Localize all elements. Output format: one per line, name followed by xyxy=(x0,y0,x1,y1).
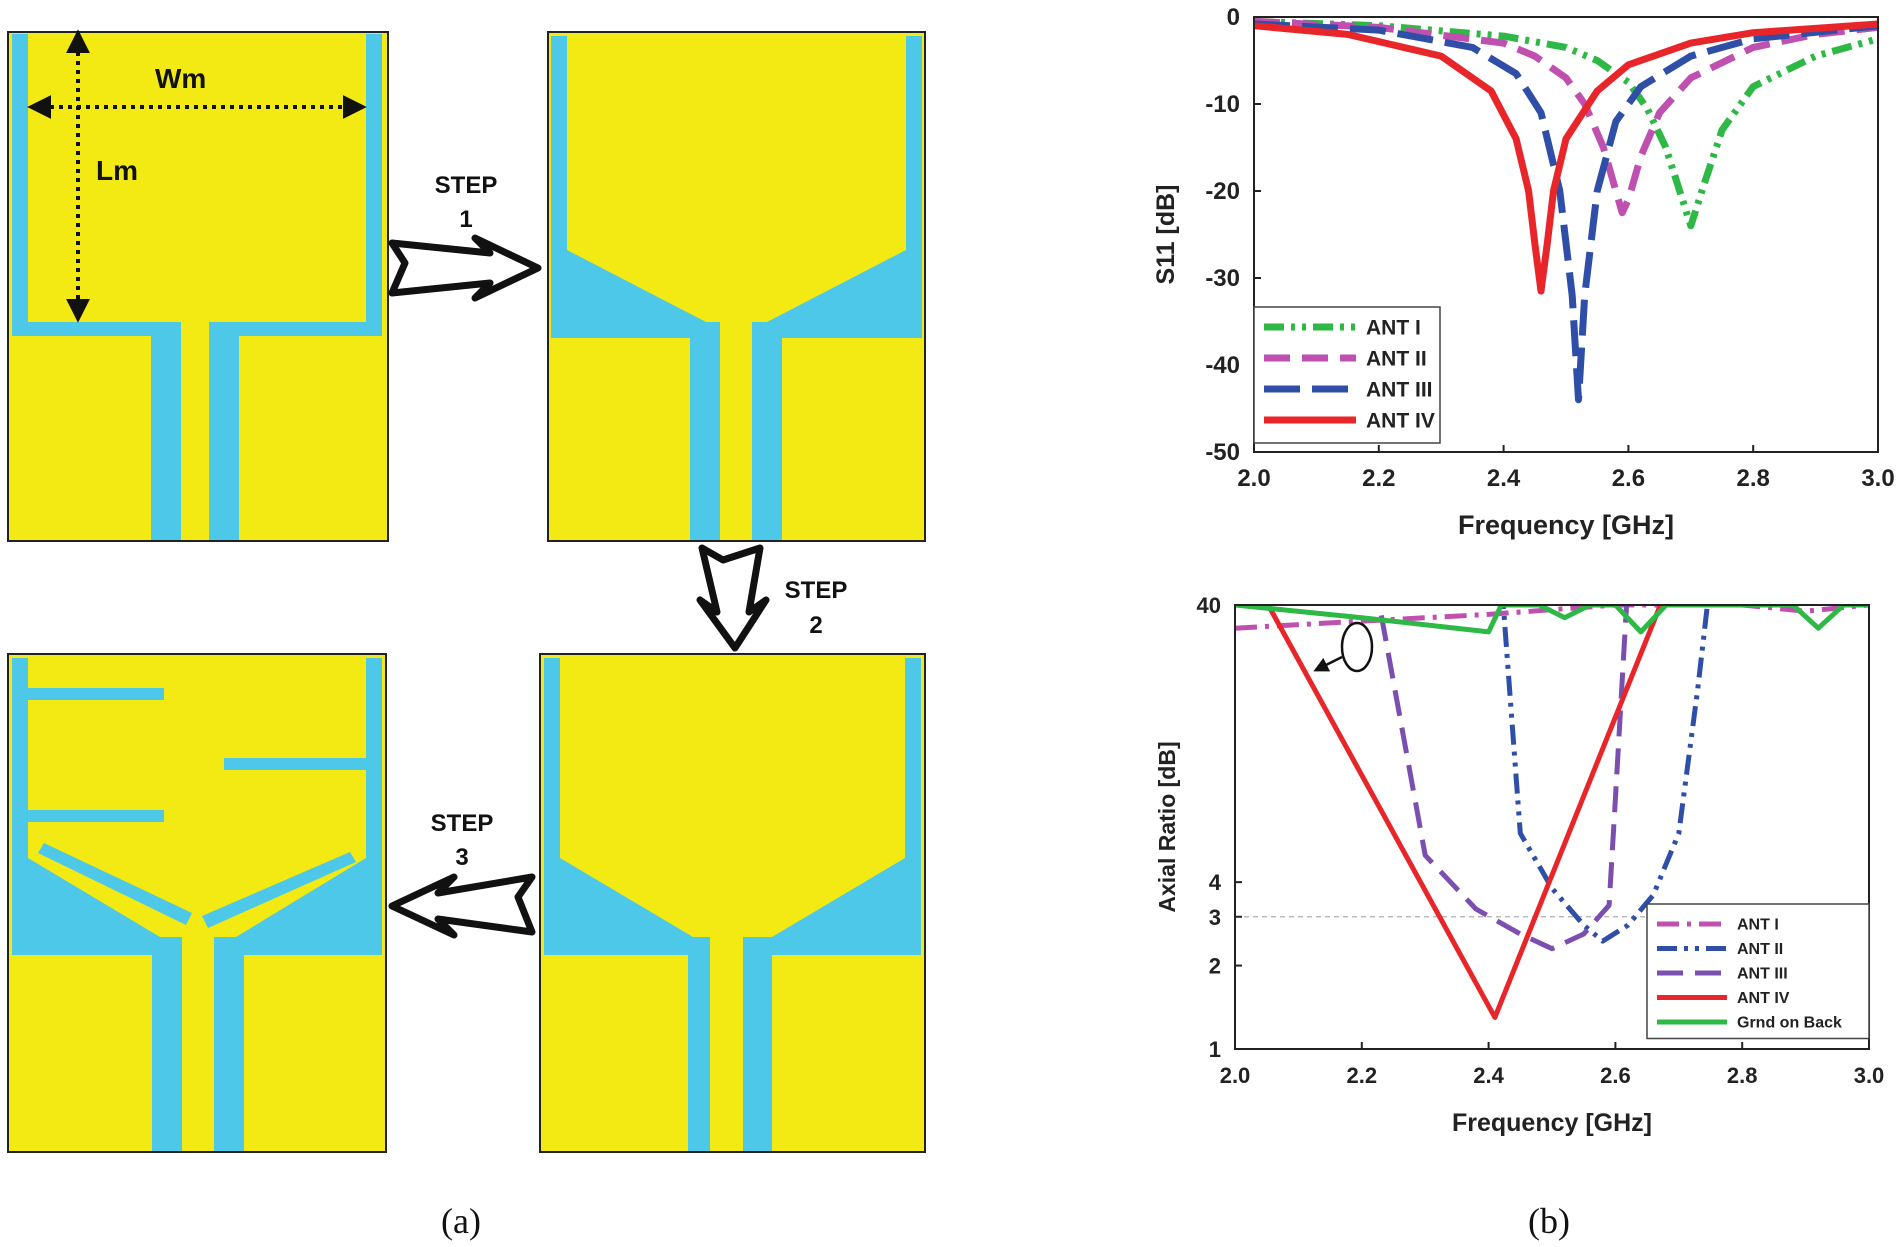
y-tick-label: 2 xyxy=(1209,954,1221,979)
antenna-design-2 xyxy=(547,31,926,542)
legend-label: ANT IV xyxy=(1366,409,1435,432)
annotation-ellipse xyxy=(1340,621,1374,673)
legend-label: ANT I xyxy=(1366,316,1421,339)
y-tick-label: 4 xyxy=(1209,870,1222,895)
x-tick-label: 2.0 xyxy=(1220,1063,1251,1088)
series-line-2 xyxy=(1254,17,1878,217)
series-line-1 xyxy=(1235,605,1869,631)
legend-label: ANT IV xyxy=(1737,990,1790,1007)
y-tick-label: 0 xyxy=(1227,4,1240,31)
y-axis-label: S11 [dB] xyxy=(1152,184,1180,284)
x-tick-label: 2.6 xyxy=(1600,1063,1631,1088)
plot-frame xyxy=(1253,16,1879,453)
y-tick-label: -50 xyxy=(1205,439,1240,466)
plot-frame xyxy=(1234,604,1870,1050)
x-axis-label: Frequency [GHz] xyxy=(1458,510,1674,540)
axial-ratio-chart: 2.0 2.2 2.4 2.6 2.8 3.0 1 2 3 4 40 Frequency [GHz] A… xyxy=(1154,593,1885,1137)
x-axis-label: Frequency [GHz] xyxy=(1452,1109,1652,1137)
x-tick-label: 2.4 xyxy=(1473,1063,1504,1088)
step-3-number: 3 xyxy=(455,844,468,871)
series-line-5 xyxy=(1235,605,1869,635)
series-line-3 xyxy=(1254,20,1878,404)
series-line-3 xyxy=(1376,605,1630,952)
y-tick-label: 3 xyxy=(1209,905,1221,930)
x-tick-label: 2.8 xyxy=(1727,1063,1758,1088)
y-tick-label: 40 xyxy=(1197,593,1221,618)
annotation-arrow xyxy=(1313,655,1343,672)
legend-label: ANT I xyxy=(1737,917,1779,934)
x-tick-label: 3.0 xyxy=(1854,1063,1885,1088)
y-tick-label: -30 xyxy=(1205,265,1240,292)
y-tick-label: -10 xyxy=(1205,91,1240,118)
length-label: Lm xyxy=(96,155,138,186)
step-2-number: 2 xyxy=(809,612,822,639)
y-tick-label: -40 xyxy=(1205,352,1240,379)
antenna-design-3 xyxy=(539,653,926,1153)
x-tick-label: 2.2 xyxy=(1362,465,1395,492)
legend-box xyxy=(1646,903,1870,1040)
x-tick-label: 2.6 xyxy=(1612,465,1645,492)
s11-chart: 2.0 2.2 2.4 2.6 2.8 3.0 0 -10 -20 -30 -40 -50 Freque… xyxy=(1152,4,1895,540)
step-3-arrow: STEP 3 xyxy=(388,810,536,939)
antenna-design-4 xyxy=(7,653,387,1153)
panel-a-caption: (a) xyxy=(441,1201,481,1241)
x-tick-label: 2.8 xyxy=(1737,465,1770,492)
panel-b-caption: (b) xyxy=(1528,1201,1570,1241)
x-tick-label: 2.0 xyxy=(1237,465,1270,492)
legend-label: ANT II xyxy=(1366,347,1427,370)
step-1-label: STEP xyxy=(435,172,498,199)
step-2-arrow: STEP 2 xyxy=(696,544,848,652)
x-tick-label: 2.4 xyxy=(1487,465,1521,492)
antenna-design-1: Wm Lm xyxy=(7,29,389,542)
y-axis-label: Axial Ratio [dB] xyxy=(1154,741,1180,912)
step-1-number: 1 xyxy=(459,206,472,233)
x-tick-label: 2.2 xyxy=(1347,1063,1378,1088)
legend-label: ANT III xyxy=(1737,966,1788,983)
step-2-label: STEP xyxy=(785,577,848,604)
series-line-2 xyxy=(1500,605,1710,944)
legend-label: ANT III xyxy=(1366,378,1433,401)
series-line-4 xyxy=(1265,605,1664,1020)
panel-a: Wm Lm xyxy=(7,29,926,1153)
width-label: Wm xyxy=(155,63,206,94)
legend-label: Grnd on Back xyxy=(1737,1015,1842,1032)
step-3-label: STEP xyxy=(431,810,494,837)
x-tick-label: 3.0 xyxy=(1861,465,1894,492)
y-tick-label: 1 xyxy=(1209,1037,1221,1062)
series-line-1 xyxy=(1254,17,1878,230)
step-1-arrow: STEP 1 xyxy=(388,172,542,302)
series-line-4 xyxy=(1254,20,1878,295)
y-tick-label: -20 xyxy=(1205,178,1240,205)
legend-label: ANT II xyxy=(1737,941,1783,958)
